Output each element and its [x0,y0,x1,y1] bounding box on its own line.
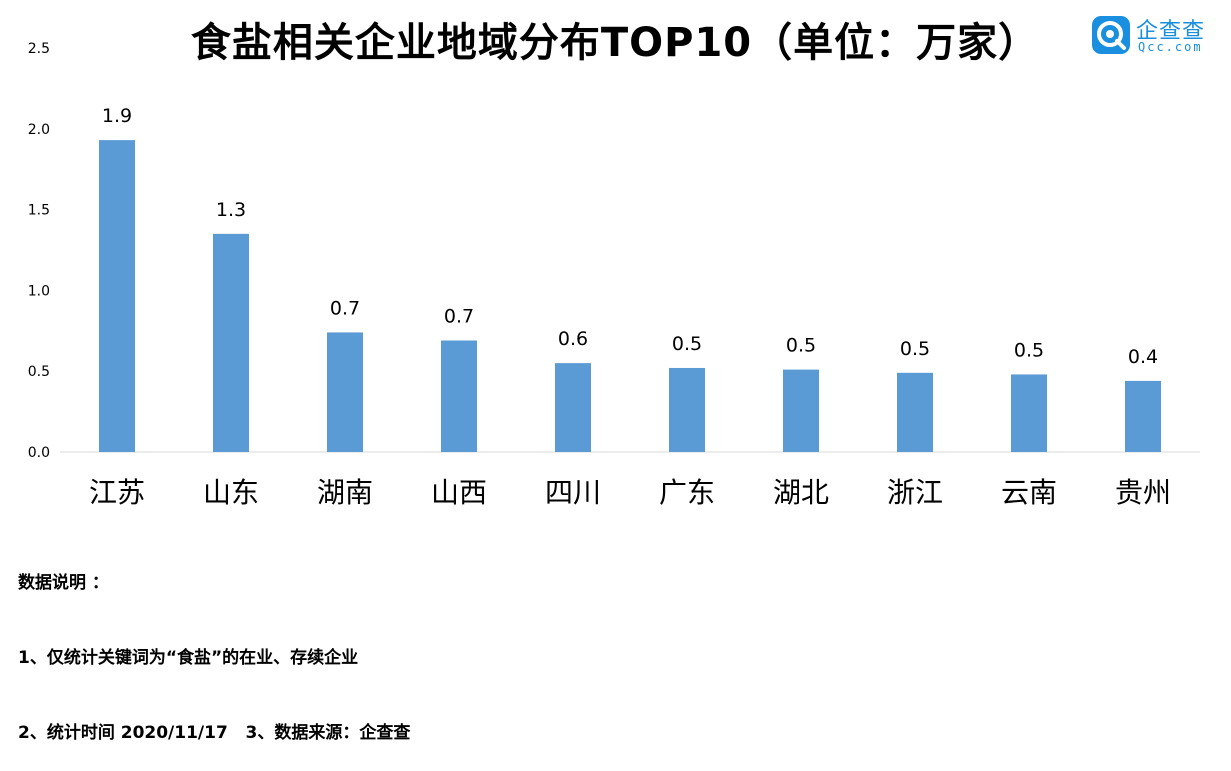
y-tick-label: 2.0 [28,122,50,138]
data-label: 0.5 [786,335,816,357]
y-tick-label: 1.5 [28,203,50,219]
qcc-logo-icon [1092,16,1130,54]
qcc-logo: 企查查 Qcc.com [1092,14,1222,56]
bar [669,367,705,452]
category-label: 广东 [659,476,715,509]
bar [99,140,135,452]
notes-line-2: 2、统计时间 2020/11/17 3、数据来源：企查查 [18,723,411,743]
data-label: 0.5 [672,333,702,355]
bar [783,369,819,452]
category-label: 云南 [1001,476,1057,509]
y-tick-label: 1.0 [28,283,50,299]
data-label: 0.7 [330,297,360,319]
data-label: 0.6 [558,328,588,350]
bar [897,372,933,452]
data-notes: 数据说明 ： 1、仅统计关键词为“食盐”的在业、存续企业 2、统计时间 2020… [18,521,410,771]
y-tick-label: 0.5 [28,364,50,380]
data-label: 0.5 [1014,339,1044,361]
notes-heading: 数据说明 ： [18,573,109,593]
notes-line-1: 1、仅统计关键词为“食盐”的在业、存续企业 [18,648,359,668]
data-label: 0.4 [1128,346,1158,368]
chart-title: 食盐相关企业地域分布TOP10（单位：万家） [190,20,1040,66]
category-label: 浙江 [887,476,943,509]
data-label: 0.7 [444,305,474,327]
data-label: 0.5 [900,338,930,360]
bar [213,233,249,452]
bar [555,363,591,452]
bar [1125,380,1161,452]
data-label: 1.3 [216,199,246,221]
y-tick-label: 2.5 [28,41,50,57]
data-label: 1.9 [102,105,132,127]
category-label: 四川 [545,476,601,509]
category-label: 山东 [203,476,259,509]
bar [327,332,363,452]
logo-name-en: Qcc.com [1138,40,1203,54]
category-label: 湖北 [773,476,829,509]
bar-chart: 0.0 0.5 1.0 1.5 2.0 2.5 1.9 江苏 1.3 山东 0.7 湖南 0.7 山西 0.… [28,41,1200,509]
category-label: 山西 [431,476,487,509]
category-label: 贵州 [1115,476,1171,509]
category-label: 江苏 [89,476,145,509]
bar [1011,374,1047,452]
bar [441,340,477,452]
y-tick-label: 0.0 [28,445,50,461]
category-label: 湖南 [317,476,373,509]
logo-name-cn: 企查查 [1136,19,1206,44]
